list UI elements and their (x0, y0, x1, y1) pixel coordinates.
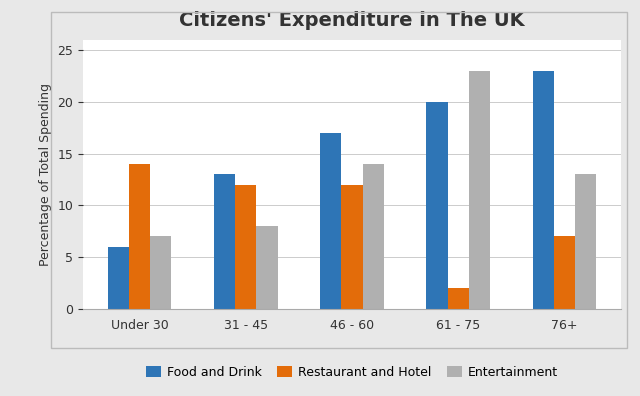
Bar (235, 185, 257, 309)
Bar (554, 236, 575, 309)
Bar (108, 247, 129, 309)
Bar (150, 236, 172, 309)
Bar (469, 70, 490, 309)
Bar (320, 133, 341, 309)
Bar (257, 226, 278, 309)
Title: Citizens' Expenditure in The UK: Citizens' Expenditure in The UK (179, 11, 525, 30)
Bar (363, 164, 384, 309)
Bar (575, 174, 596, 309)
Bar (129, 164, 150, 309)
Bar (341, 185, 363, 309)
Legend: Food and Drink, Restaurant and Hotel, Entertainment: Food and Drink, Restaurant and Hotel, En… (141, 361, 563, 384)
Bar (447, 288, 469, 309)
Bar (426, 102, 447, 309)
Bar (532, 70, 554, 309)
Bar (214, 174, 235, 309)
Y-axis label: Percentage of Total Spending: Percentage of Total Spending (39, 83, 52, 266)
